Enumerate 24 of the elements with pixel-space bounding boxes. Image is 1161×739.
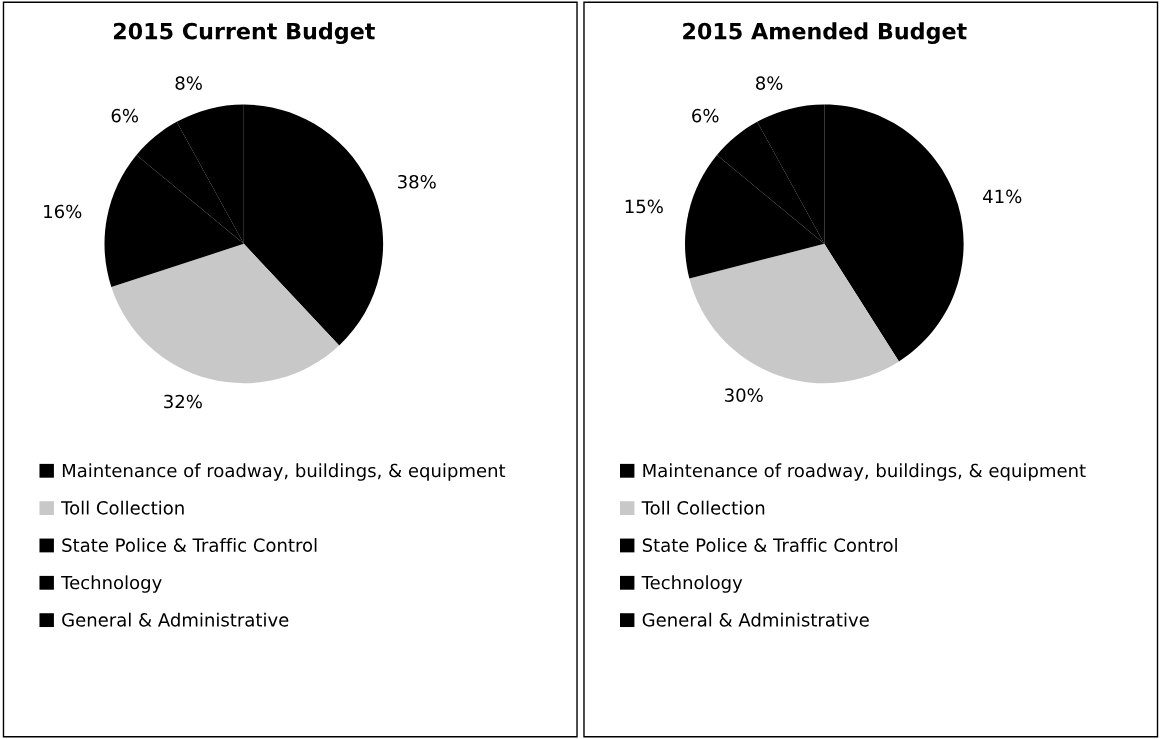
legend-label: Technology	[61, 575, 162, 593]
legend-label: Toll Collection	[641, 500, 765, 515]
legend-label: Technology	[641, 575, 743, 593]
legend-label: Toll Collection	[61, 500, 184, 515]
legend-label: Maintenance of roadway, buildings, & equipment	[643, 463, 1086, 481]
legend-label: General & Administrative	[62, 612, 289, 627]
data-label: 38%	[398, 174, 436, 189]
data-label: 32%	[164, 394, 202, 409]
chart-title: 2015 Amended Budget	[683, 22, 967, 44]
data-label: 8%	[175, 76, 202, 90]
chart-title: 2015 Current Budget	[114, 22, 375, 44]
data-label: 30%	[725, 388, 763, 402]
data-label: 6%	[111, 108, 139, 123]
data-label: 16%	[44, 204, 82, 219]
data-label: 15%	[625, 199, 663, 214]
legend-label: State Police & Traffic Control	[62, 538, 317, 552]
data-label: 8%	[756, 76, 783, 90]
legend-label: State Police & Traffic Control	[642, 538, 897, 552]
legend-label: General & Administrative	[642, 612, 869, 627]
pie-slice	[111, 243, 340, 384]
data-label: 41%	[983, 189, 1022, 204]
pie-slice	[689, 243, 899, 384]
legend-label: Maintenance of roadway, buildings, & equipment	[62, 463, 506, 481]
data-label: 6%	[692, 108, 719, 123]
